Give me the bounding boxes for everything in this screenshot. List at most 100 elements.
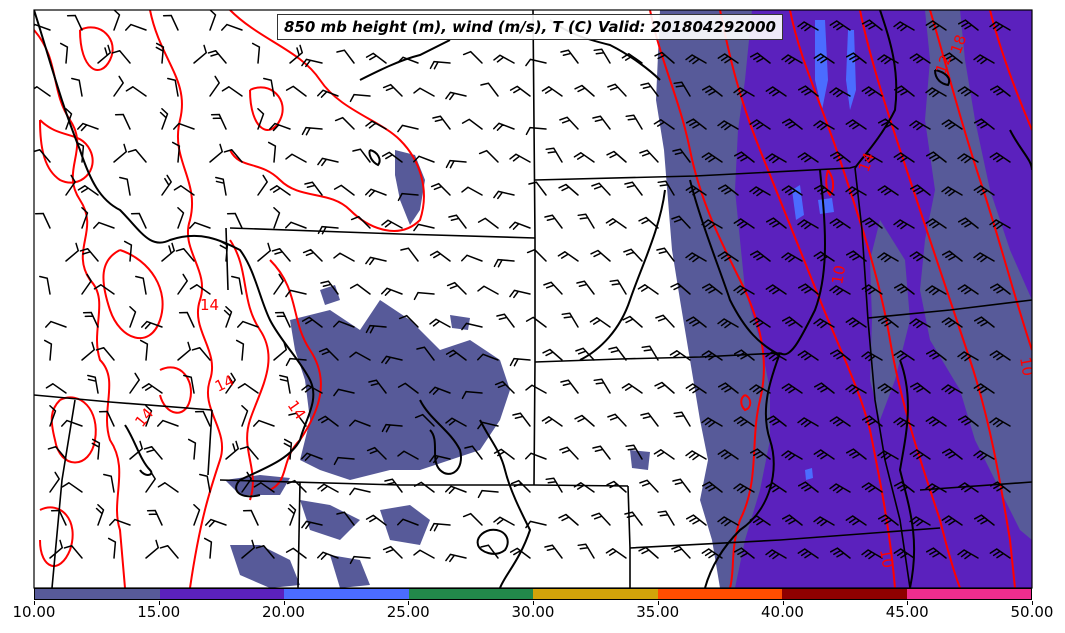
wind-barb xyxy=(765,415,787,427)
wind-barb xyxy=(462,50,483,64)
state-border xyxy=(534,165,858,181)
wind-barb xyxy=(717,449,739,460)
wind-barb xyxy=(368,379,387,394)
wind-barb xyxy=(989,152,1011,163)
wind-barb xyxy=(558,513,579,526)
wind-barb xyxy=(241,471,252,493)
wind-barb xyxy=(242,509,259,526)
wind-barb xyxy=(398,314,419,328)
wind-barb xyxy=(639,479,659,493)
wind-barb xyxy=(317,89,339,98)
wind-barb xyxy=(925,416,947,427)
wind-barb xyxy=(161,242,176,262)
wind-barb xyxy=(125,86,147,97)
wind-barb xyxy=(317,415,339,427)
wind-barb xyxy=(909,382,931,394)
wind-barb xyxy=(525,316,547,328)
wind-barb xyxy=(653,449,675,460)
state-border xyxy=(627,485,631,588)
wind-barb xyxy=(877,316,899,328)
wind-barb xyxy=(733,87,755,98)
wind-barb xyxy=(223,306,233,328)
wind-barb xyxy=(445,159,467,169)
wind-barb xyxy=(95,504,105,526)
wind-barb xyxy=(237,383,259,394)
contour-label: 12 xyxy=(932,52,955,76)
wind-barb xyxy=(203,537,213,559)
wind-barb xyxy=(893,548,915,559)
wind-barb xyxy=(207,49,227,64)
wind-barb xyxy=(177,273,188,295)
wind-barb xyxy=(365,52,387,64)
wind-barb xyxy=(749,515,771,526)
wind-barb xyxy=(477,285,499,295)
wind-barb xyxy=(593,378,611,394)
coastline xyxy=(419,399,462,475)
wind-barb xyxy=(445,485,467,494)
wind-barb xyxy=(957,153,979,164)
wind-barb xyxy=(480,82,499,97)
wind-barb xyxy=(365,324,387,334)
wind-barb xyxy=(255,544,275,559)
coastline xyxy=(368,149,381,167)
wind-barb xyxy=(576,280,595,295)
wind-barb xyxy=(429,454,451,464)
wind-barb xyxy=(781,450,803,461)
wind-barb xyxy=(317,157,339,167)
wind-barb xyxy=(575,347,595,361)
wind-barb xyxy=(542,348,563,361)
wind-barb xyxy=(701,283,723,295)
wind-barb xyxy=(333,388,355,397)
wind-barb xyxy=(592,445,611,460)
wind-barb xyxy=(973,383,995,394)
wind-barb xyxy=(528,181,547,196)
wind-barb xyxy=(559,116,579,130)
wind-barb xyxy=(382,545,403,559)
state-borders xyxy=(34,10,1032,588)
temperature-contour-line xyxy=(79,26,114,71)
wind-barb xyxy=(349,351,371,361)
wind-barb xyxy=(301,520,323,530)
coastline xyxy=(934,69,951,87)
wind-barb xyxy=(271,247,291,262)
wind-barb xyxy=(672,478,691,493)
colorbar-tick-label: 25.00 xyxy=(386,603,430,621)
wind-barb xyxy=(91,438,101,460)
wind-barb xyxy=(493,516,515,526)
wind-barb xyxy=(366,446,387,460)
wind-barb xyxy=(79,247,99,262)
wind-barb xyxy=(829,547,851,559)
wind-barb xyxy=(430,182,451,196)
state-border xyxy=(229,227,536,239)
wind-barb xyxy=(333,456,355,466)
wind-barb xyxy=(173,185,195,196)
wind-barb xyxy=(269,185,291,196)
wind-barb xyxy=(781,54,803,65)
colorbar-tick-label: 20.00 xyxy=(262,603,305,621)
wind-barb xyxy=(381,219,403,229)
wind-barb xyxy=(225,440,240,460)
wind-barb xyxy=(941,384,963,395)
wind-barb xyxy=(510,479,531,493)
wind-barb xyxy=(71,77,83,97)
wind-barb xyxy=(701,219,723,230)
wind-barb xyxy=(146,509,163,526)
wind-barb xyxy=(621,53,643,64)
wind-barb xyxy=(285,221,307,229)
wind-barb xyxy=(63,544,83,559)
wind-barb xyxy=(749,317,771,328)
wind-barb xyxy=(397,450,419,460)
wind-barb xyxy=(159,108,169,130)
colorbar-segment xyxy=(408,589,533,599)
wind-barb xyxy=(397,382,419,394)
wind-barb xyxy=(909,53,931,64)
wind-barb xyxy=(893,350,915,361)
wind-barb xyxy=(143,445,163,460)
wind-barb xyxy=(829,20,851,31)
wind-barb xyxy=(493,258,515,268)
wind-barb xyxy=(701,152,723,163)
wind-barb xyxy=(349,283,371,295)
wind-barb xyxy=(957,86,979,97)
colorbar-segment xyxy=(782,589,907,599)
